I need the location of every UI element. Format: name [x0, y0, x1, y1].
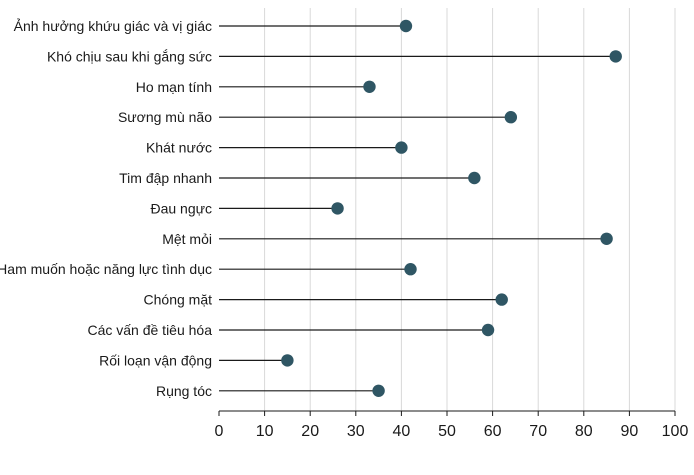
data-point-1 [609, 50, 622, 63]
category-label-7: Mệt mỏi [162, 231, 212, 247]
x-tick-label-20: 20 [301, 423, 319, 440]
category-label-layer: Ảnh hưởng khứu giác và vị giác Khó chịu s… [0, 18, 212, 399]
data-point-10 [481, 323, 495, 337]
x-tick-label-60: 60 [484, 423, 502, 440]
data-point-9 [495, 293, 508, 306]
grid-layer [218, 8, 676, 416]
x-tick-label-10: 10 [256, 423, 274, 440]
category-label-9: Chóng mặt [144, 292, 213, 308]
x-tick-label-layer: 0 10 20 30 40 50 60 70 80 90 100 [215, 423, 689, 440]
category-label-2: Ho mạn tính [136, 79, 212, 95]
data-point-5 [468, 171, 481, 185]
category-label-1: Khó chịu sau khi gắng sức [47, 48, 212, 64]
x-tick-label-50: 50 [438, 423, 456, 440]
data-point-11 [281, 354, 294, 367]
category-label-10: Các vấn đề tiêu hóa [87, 322, 212, 338]
category-label-8: Ham muốn hoặc năng lực tình dục [0, 261, 212, 277]
x-tick-label-40: 40 [393, 423, 411, 440]
x-tick-label-100: 100 [662, 423, 689, 440]
data-point-6 [331, 202, 344, 215]
category-label-5: Tim đập nhanh [119, 170, 212, 186]
category-label-11: Rối loạn vận động [99, 352, 212, 368]
x-tick-label-30: 30 [347, 423, 365, 440]
data-point-0 [399, 19, 413, 33]
data-point-7 [600, 232, 613, 245]
x-tick-label-70: 70 [529, 423, 547, 440]
category-label-12: Rụng tóc [156, 383, 212, 399]
data-point-4 [395, 141, 408, 154]
marker-layer [281, 19, 622, 397]
data-point-2 [363, 80, 376, 94]
data-point-12 [372, 384, 385, 397]
stem-layer [219, 25, 616, 392]
category-label-3: Sương mù não [118, 109, 212, 125]
category-label-4: Khát nước [146, 140, 212, 156]
category-label-0: Ảnh hưởng khứu giác và vị giác [14, 18, 212, 34]
data-point-3 [504, 111, 518, 124]
data-point-8 [404, 263, 417, 276]
x-tick-label-80: 80 [575, 423, 593, 440]
x-tick-label-90: 90 [621, 423, 639, 440]
category-label-6: Đau ngực [150, 200, 212, 216]
x-tick-label-0: 0 [215, 423, 224, 440]
